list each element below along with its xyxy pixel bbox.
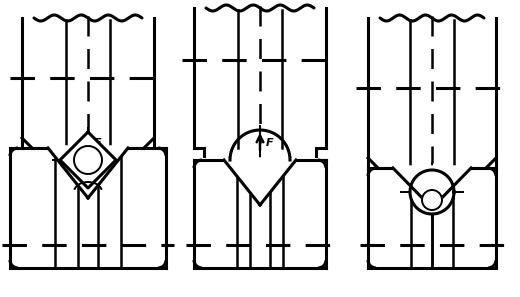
Text: F: F — [266, 138, 274, 148]
Text: F: F — [438, 167, 446, 176]
Polygon shape — [224, 158, 296, 205]
Polygon shape — [410, 170, 454, 214]
Polygon shape — [393, 166, 471, 208]
Text: F: F — [94, 138, 101, 148]
Polygon shape — [422, 190, 442, 210]
Polygon shape — [48, 146, 128, 198]
Polygon shape — [60, 132, 116, 188]
